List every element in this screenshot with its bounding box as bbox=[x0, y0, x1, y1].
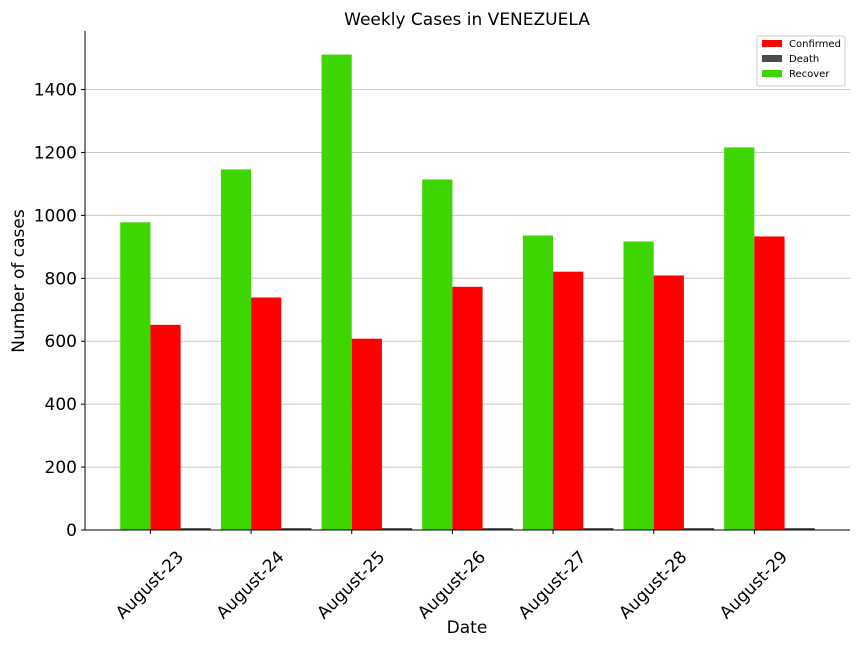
bar-confirmed-august-25 bbox=[351, 338, 382, 530]
bar-confirmed-august-27 bbox=[553, 271, 584, 530]
y-tick-label: 200 bbox=[45, 458, 77, 478]
bars bbox=[120, 54, 815, 531]
bar-recover-august-24 bbox=[220, 169, 252, 530]
y-tick-label: 1000 bbox=[34, 206, 77, 226]
legend-swatch-death bbox=[762, 55, 782, 62]
x-tick-label: August-26 bbox=[414, 547, 490, 623]
x-tick-label: August-29 bbox=[716, 547, 792, 623]
bar-death-august-28 bbox=[683, 528, 715, 530]
y-tick-label: 1200 bbox=[34, 143, 77, 163]
legend-label-death: Death bbox=[789, 54, 819, 65]
y-tick-label: 400 bbox=[45, 395, 77, 415]
bar-death-august-27 bbox=[583, 528, 614, 530]
bar-recover-august-27 bbox=[522, 235, 554, 531]
y-tick-label: 0 bbox=[66, 521, 77, 541]
x-axis-label: Date bbox=[447, 618, 488, 638]
x-tick-label: August-28 bbox=[615, 547, 691, 623]
x-tick-label: August-23 bbox=[112, 547, 188, 623]
bar-confirmed-august-29 bbox=[754, 236, 785, 530]
bar-death-august-26 bbox=[482, 528, 513, 530]
bar-death-august-24 bbox=[281, 528, 312, 530]
legend-label-recover: Recover bbox=[789, 69, 830, 80]
bar-recover-august-29 bbox=[724, 147, 755, 530]
legend: Confirmed Death Recover bbox=[756, 35, 846, 87]
legend-swatch-recover bbox=[762, 70, 782, 77]
axes bbox=[84, 31, 850, 531]
bar-death-august-23 bbox=[180, 528, 211, 530]
bar-recover-august-28 bbox=[623, 241, 654, 530]
bar-confirmed-august-24 bbox=[251, 297, 282, 530]
bar-confirmed-august-23 bbox=[150, 324, 181, 530]
x-tick-label: August-27 bbox=[515, 547, 591, 623]
y-tick-label: 600 bbox=[45, 332, 77, 352]
y-ticks: 0 200 400 600 800 1000 1200 1400 bbox=[34, 81, 85, 541]
bar-death-august-29 bbox=[784, 528, 815, 530]
x-ticks: August-23 August-24 August-25 August-26 Augu… bbox=[112, 530, 792, 623]
legend-swatch-confirmed bbox=[762, 40, 782, 47]
y-tick-label: 800 bbox=[45, 269, 77, 289]
y-axis-label: Number of cases bbox=[9, 209, 29, 353]
x-tick-label: August-24 bbox=[213, 547, 289, 623]
chart-title: Weekly Cases in VENEZUELA bbox=[344, 10, 590, 30]
bar-recover-august-23 bbox=[120, 222, 151, 530]
legend-label-confirmed: Confirmed bbox=[789, 39, 841, 50]
bar-confirmed-august-26 bbox=[452, 286, 483, 530]
bar-death-august-25 bbox=[381, 528, 413, 530]
y-tick-label: 1400 bbox=[34, 81, 77, 101]
bar-recover-august-26 bbox=[422, 179, 453, 531]
x-tick-label: August-25 bbox=[313, 547, 389, 623]
bar-recover-august-25 bbox=[321, 54, 352, 530]
bar-confirmed-august-28 bbox=[653, 275, 684, 530]
